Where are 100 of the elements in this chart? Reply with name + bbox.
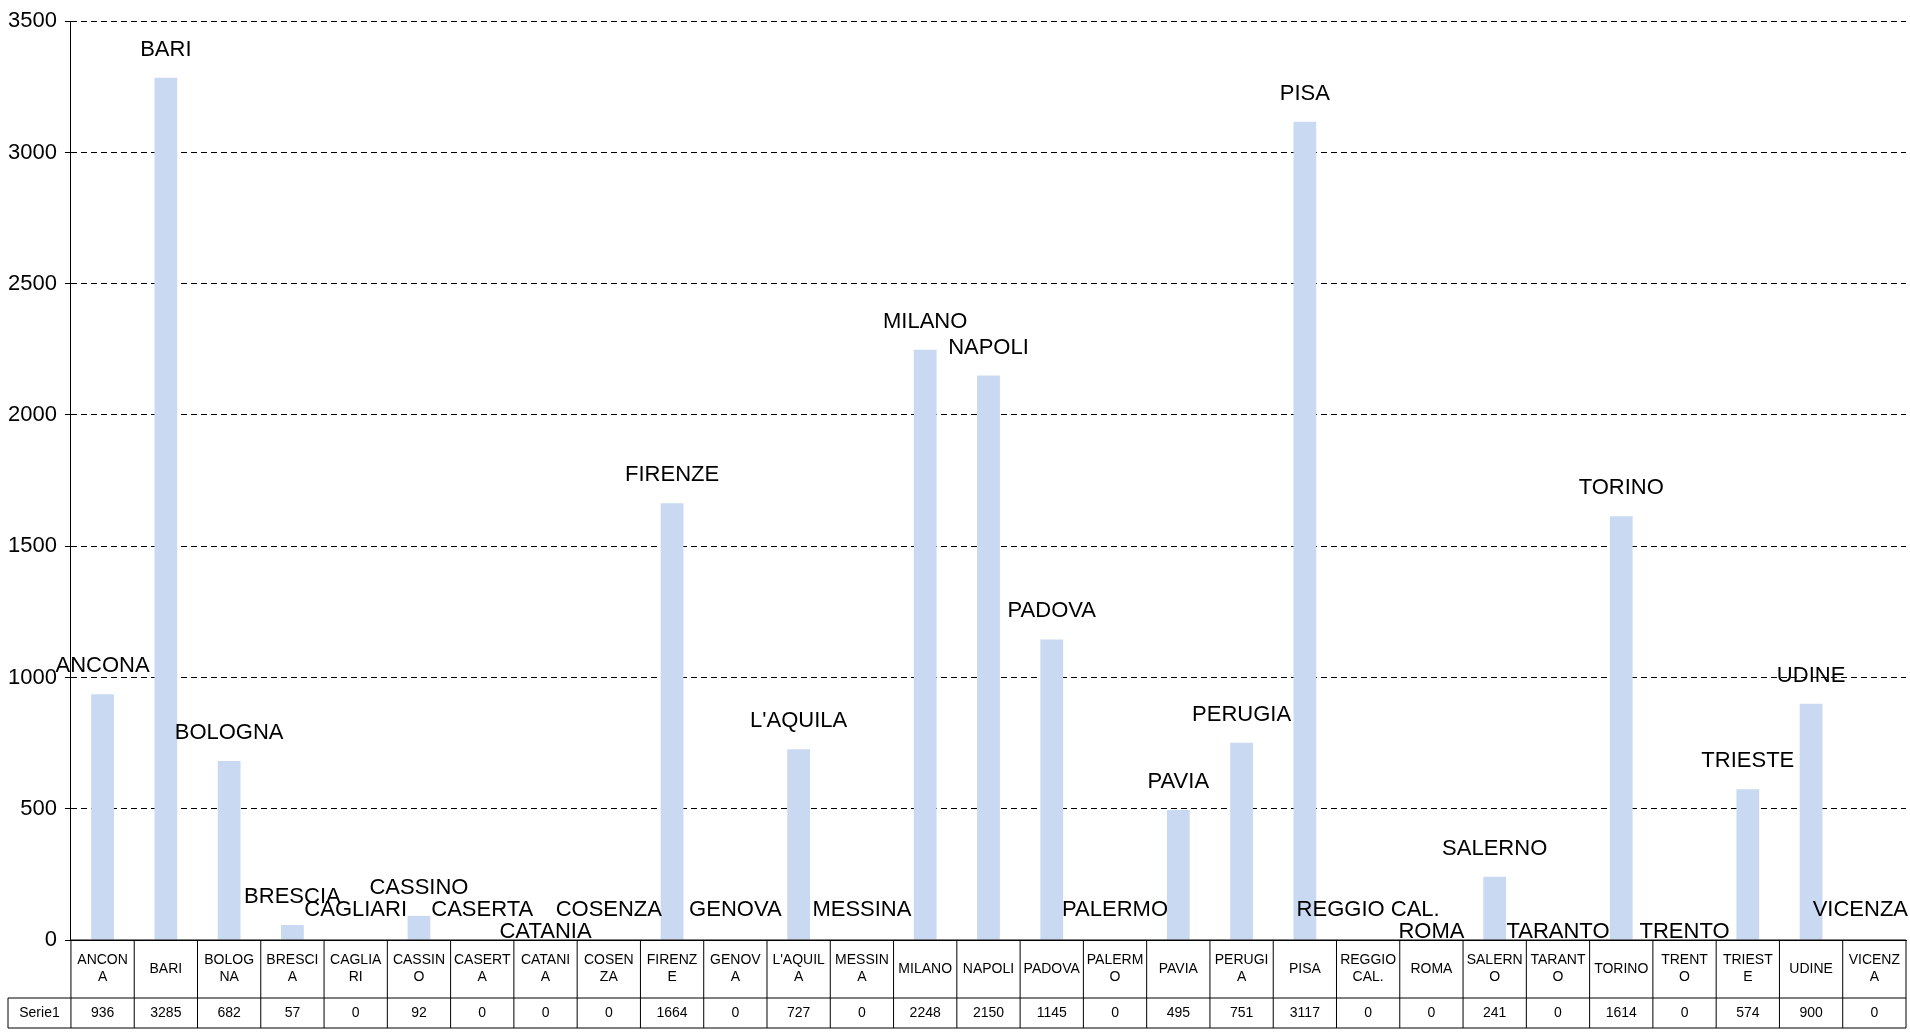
annotation: PISA [1279,79,1331,105]
y-tick-label: 3500 [7,7,57,33]
annotation: PERUGIA [1192,700,1292,726]
y-tick-label: 0 [44,926,57,952]
x-tick-label: PALERMO [1086,951,1144,985]
bar [91,694,114,940]
y-tick-label: 500 [20,794,57,820]
y-tick-label: 1000 [7,663,57,689]
x-tick-label: TRENTO [1661,951,1709,985]
x-tick-label: CASSINO [392,951,446,985]
bar [1736,789,1760,940]
bar [1166,810,1190,940]
annotation: PALERMO [1062,896,1168,922]
annotation: SALERNO [1442,834,1548,860]
bar [281,925,304,940]
annotation: NAPOLI [948,333,1029,359]
annotation: TORINO [1578,474,1664,500]
x-tick-label: PISA [1288,959,1322,976]
data-label: 0 [731,1003,740,1020]
data-label: 682 [217,1003,242,1020]
annotation: VICENZA [1812,896,1909,922]
x-tick-label: VICENZA [1848,951,1901,985]
annotation: TARANTO [1506,918,1610,944]
x-tick-label: TARANTO [1530,951,1586,985]
data-label: 0 [1364,1003,1373,1020]
x-tick-label: PAVIA [1158,959,1199,976]
x-tick-label: SALERNO [1466,951,1523,985]
y-tick-label: 3000 [7,138,57,164]
bar [913,349,937,940]
x-tick-label: BRESCIA [266,951,319,985]
data-label: 2248 [909,1003,941,1020]
y-tick-label: 2000 [7,401,57,427]
bar [1230,742,1253,940]
data-label: 2150 [972,1003,1005,1020]
data-label: 57 [284,1003,301,1020]
bar [1483,876,1507,940]
annotation: FIRENZE [625,461,720,487]
annotation: TRIESTE [1701,747,1795,773]
x-tick-label: MILANO [898,959,953,976]
x-tick-label: ROMA [1410,959,1454,976]
bar [660,503,684,940]
annotation: PAVIA [1147,768,1210,794]
data-label: 92 [411,1003,427,1020]
x-tick-label: COSENZA [583,951,634,985]
bar [1609,516,1633,940]
data-label: 3117 [1289,1003,1321,1020]
annotation: BARI [140,35,192,61]
annotation: UDINE [1776,661,1846,687]
bar [154,77,178,940]
data-label: 1614 [1605,1003,1638,1020]
data-label: 0 [1111,1003,1120,1020]
x-tick-label: REGGIO CAL. [1340,951,1397,985]
data-label: 0 [858,1003,867,1020]
x-tick-label: ANCONA [77,951,128,985]
y-tick-label: 2500 [7,269,57,295]
x-tick-label: CASERTA [453,951,511,985]
x-tick-label: UDINE [1789,959,1833,976]
data-label: 1145 [1036,1003,1068,1020]
data-label: 241 [1483,1003,1507,1020]
annotation: BOLOGNA [174,719,284,745]
annotation: GENOVA [689,896,782,922]
x-tick-label: PERUGIA [1214,951,1269,985]
data-label: 0 [478,1003,487,1020]
bar [977,375,1000,940]
data-label: 0 [351,1003,360,1020]
x-tick-label: L'AQUILA [772,951,826,985]
x-tick-label: BARI [149,959,183,976]
x-tick-label: CATANIA [520,951,571,985]
bar [1040,639,1064,940]
data-label: 900 [1799,1003,1823,1020]
x-tick-label: MESSINA [835,951,889,985]
x-tick-label: PADOVA [1023,959,1081,976]
x-tick-label: NAPOLI [962,959,1015,976]
data-label: 936 [90,1003,115,1020]
data-label: 574 [1736,1003,1760,1020]
bar [407,915,431,940]
annotation: PADOVA [1007,597,1097,623]
x-tick-label: TORINO [1594,959,1649,976]
data-label: 0 [604,1003,613,1020]
x-tick-label: CAGLIARI [330,951,383,985]
annotation: CASSINO [369,873,469,899]
x-tick-label: BOLOGNA [204,951,255,985]
data-label: 0 [1680,1003,1689,1020]
data-label: 3285 [150,1003,182,1020]
data-label: 0 [1427,1003,1436,1020]
data-label: 751 [1229,1003,1254,1020]
annotation: MESSINA [812,896,912,922]
bar [787,749,811,940]
data-label: 0 [1554,1003,1563,1020]
text: Serie1 [19,1003,60,1020]
x-tick-label: TRIESTE [1722,951,1774,985]
data-label: 495 [1166,1003,1191,1020]
data-label: 0 [541,1003,550,1020]
annotation: MILANO [883,307,968,333]
bar [217,760,241,940]
x-tick-label: FIRENZE [646,951,698,985]
data-label: 0 [1870,1003,1879,1020]
y-tick-label: 1500 [7,532,57,558]
x-tick-label: GENOVA [710,951,762,985]
annotation: L'AQUILA [750,707,848,733]
